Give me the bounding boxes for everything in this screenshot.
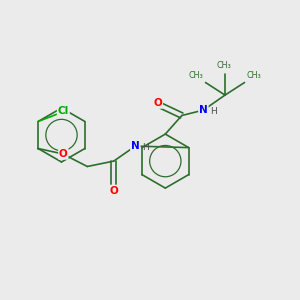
Text: H: H	[210, 107, 217, 116]
Text: O: O	[109, 185, 118, 196]
Text: O: O	[59, 149, 68, 159]
Text: N: N	[199, 105, 208, 115]
Text: N: N	[131, 141, 140, 151]
Text: H: H	[142, 143, 149, 152]
Text: CH₃: CH₃	[188, 71, 203, 80]
Text: O: O	[153, 98, 162, 108]
Text: CH₃: CH₃	[247, 71, 262, 80]
Text: CH₃: CH₃	[216, 61, 231, 70]
Text: Cl: Cl	[58, 106, 69, 116]
